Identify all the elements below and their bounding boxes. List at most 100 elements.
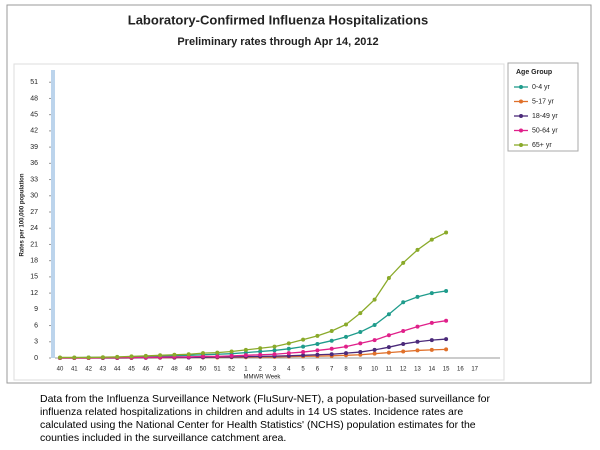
x-tick-label: 16 bbox=[457, 367, 464, 373]
data-point bbox=[401, 328, 406, 333]
data-point bbox=[329, 328, 334, 333]
data-point bbox=[143, 353, 148, 358]
y-tick-label: 36 bbox=[30, 160, 38, 167]
data-point bbox=[344, 351, 348, 356]
y-tick-label: 9 bbox=[34, 306, 38, 313]
data-point bbox=[301, 353, 306, 358]
data-point bbox=[243, 347, 248, 352]
legend-label: 50-64 yr bbox=[532, 127, 558, 134]
data-point bbox=[386, 312, 391, 317]
x-tick-label: 49 bbox=[185, 367, 192, 373]
data-point bbox=[358, 311, 363, 316]
data-point bbox=[401, 300, 406, 305]
x-tick-label: 46 bbox=[142, 367, 149, 373]
y-axis-band bbox=[51, 70, 55, 358]
chart-frame bbox=[6, 4, 592, 384]
data-point bbox=[358, 330, 363, 335]
data-point bbox=[86, 355, 91, 360]
data-point bbox=[129, 354, 134, 359]
y-tick-label: 6 bbox=[34, 322, 38, 329]
data-point bbox=[415, 247, 420, 252]
data-point bbox=[301, 337, 306, 342]
plot-frame bbox=[13, 63, 505, 381]
x-tick-label: 50 bbox=[200, 367, 207, 373]
data-point bbox=[372, 297, 377, 302]
data-point bbox=[386, 275, 391, 280]
data-point bbox=[415, 339, 420, 344]
x-tick-label: 4 bbox=[287, 367, 291, 373]
x-tick-label: 2 bbox=[259, 367, 263, 373]
data-point bbox=[215, 354, 220, 359]
legend-marker bbox=[519, 128, 523, 133]
chart-title: Laboratory-Confirmed Influenza Hospitali… bbox=[128, 12, 428, 27]
data-point bbox=[201, 354, 205, 359]
data-point bbox=[429, 291, 434, 296]
series-line bbox=[60, 231, 447, 359]
x-tick-label: 12 bbox=[400, 367, 407, 373]
data-point bbox=[272, 352, 277, 357]
x-tick-label: 14 bbox=[428, 367, 435, 373]
y-tick-label: 3 bbox=[34, 339, 38, 346]
x-tick-label: 52 bbox=[228, 367, 235, 373]
y-tick-label: 18 bbox=[30, 258, 38, 265]
data-point bbox=[372, 323, 377, 328]
x-tick-label: 42 bbox=[85, 367, 92, 373]
data-point bbox=[72, 355, 77, 360]
footnote: Data from the Influenza Surveillance Net… bbox=[40, 393, 490, 444]
chart: Laboratory-Confirmed Influenza Hospitali… bbox=[6, 4, 592, 384]
data-point bbox=[258, 352, 263, 357]
data-point bbox=[415, 324, 420, 329]
data-point bbox=[329, 338, 334, 343]
data-point bbox=[372, 347, 377, 352]
data-point bbox=[286, 351, 291, 356]
x-tick-label: 11 bbox=[386, 367, 393, 373]
data-point bbox=[401, 341, 406, 346]
x-tick-label: 5 bbox=[301, 367, 305, 373]
data-point bbox=[315, 333, 320, 338]
data-point bbox=[158, 353, 163, 358]
data-point bbox=[429, 338, 434, 343]
legend-label: 0-4 yr bbox=[532, 84, 551, 91]
x-tick-label: 44 bbox=[114, 367, 121, 373]
data-point bbox=[215, 350, 220, 355]
data-point bbox=[444, 347, 449, 352]
y-tick-label: 0 bbox=[34, 355, 38, 362]
data-point bbox=[100, 355, 105, 360]
data-point bbox=[243, 353, 248, 358]
data-point bbox=[386, 350, 391, 355]
legend-label: 5-17 yr bbox=[532, 98, 554, 105]
data-point bbox=[186, 352, 191, 357]
legend-label: 18-49 yr bbox=[532, 113, 558, 120]
x-tick-label: 1 bbox=[244, 367, 248, 373]
data-point bbox=[315, 352, 320, 357]
data-point bbox=[415, 294, 420, 299]
legend-label: 65+ yr bbox=[532, 142, 552, 149]
data-point bbox=[358, 341, 363, 346]
chart-subtitle: Preliminary rates through Apr 14, 2012 bbox=[177, 36, 378, 48]
data-point bbox=[415, 348, 420, 353]
x-tick-label: 10 bbox=[371, 367, 378, 373]
y-tick-label: 39 bbox=[30, 144, 38, 151]
x-tick-label: 45 bbox=[128, 367, 135, 373]
data-point bbox=[115, 354, 120, 359]
data-point bbox=[444, 337, 449, 342]
y-tick-label: 42 bbox=[30, 128, 38, 135]
x-tick-label: 41 bbox=[71, 367, 78, 373]
y-axis-title: Rates per 100,000 population bbox=[20, 173, 26, 256]
data-point bbox=[315, 348, 320, 353]
legend-marker bbox=[519, 99, 523, 104]
data-point bbox=[429, 347, 434, 352]
data-point bbox=[229, 353, 234, 358]
x-tick-label: 15 bbox=[443, 367, 450, 373]
data-point bbox=[344, 322, 348, 327]
y-tick-label: 51 bbox=[30, 79, 38, 86]
y-tick-label: 30 bbox=[30, 193, 38, 200]
data-point bbox=[272, 348, 277, 353]
data-point bbox=[344, 334, 348, 339]
x-tick-label: 3 bbox=[273, 367, 277, 373]
data-point bbox=[444, 288, 449, 293]
data-point bbox=[201, 351, 205, 356]
x-tick-label: 9 bbox=[359, 367, 363, 373]
data-point bbox=[258, 349, 263, 354]
